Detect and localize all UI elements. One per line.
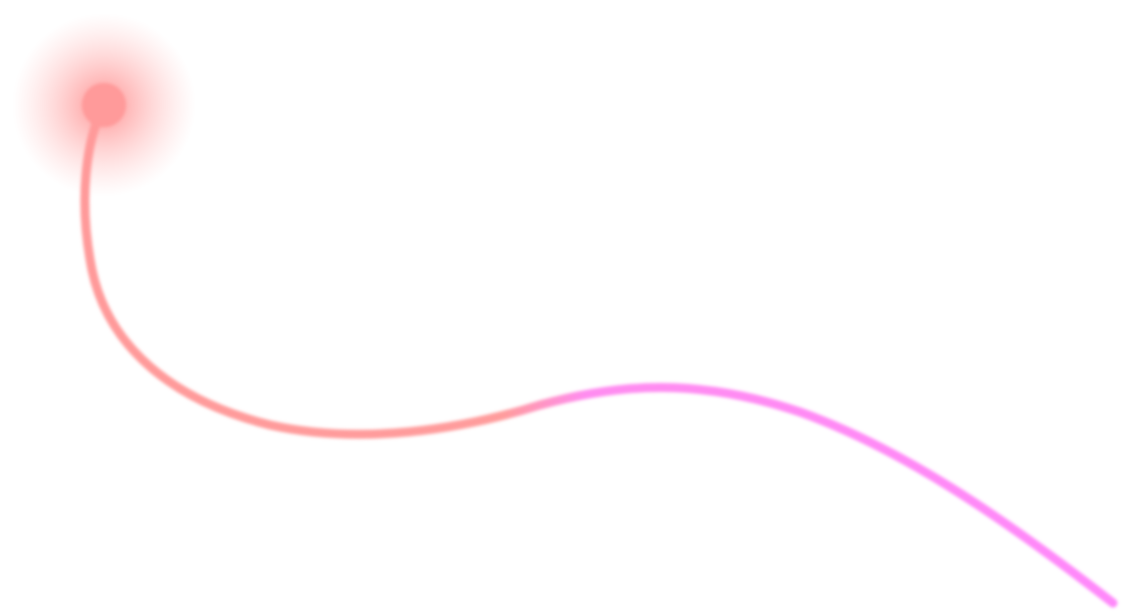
cursor-dot	[82, 83, 126, 127]
trail	[80, 100, 1118, 608]
